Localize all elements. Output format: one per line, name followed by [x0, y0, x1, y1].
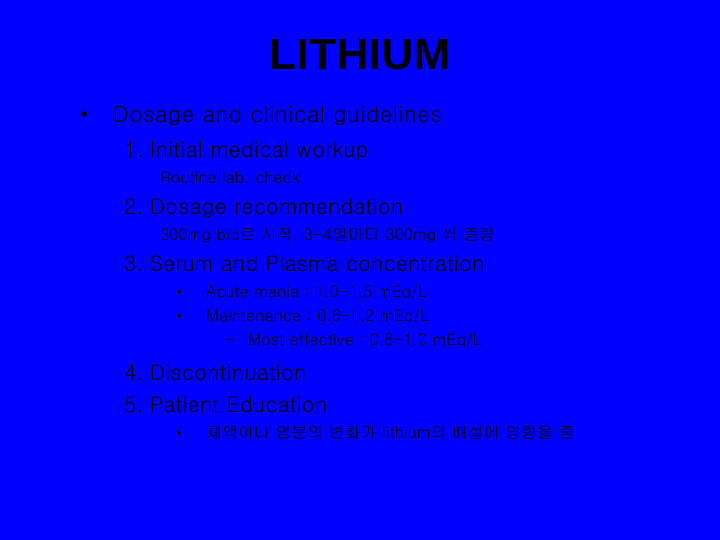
section-heading-text: Dosage and clinical guidelines — [113, 98, 443, 129]
bullet-icon: • — [176, 303, 182, 326]
list-item-3: 3.Serum and Plasma concentration — [124, 247, 670, 277]
item5-sub1-text: 체액이나 염분의 변화가 lithium의 배설에 영향을 줌 — [206, 420, 574, 443]
item5-sub1: • 체액이나 염분의 변화가 lithium의 배설에 영향을 줌 — [176, 420, 670, 443]
item1-num: 1. — [124, 133, 144, 163]
item2-label: Dosage recommendation — [150, 190, 404, 220]
list-item-5: 5.Patient Education — [124, 388, 670, 418]
section-heading: • Dosage and clinical guidelines — [80, 98, 670, 129]
bullet-icon: • — [176, 279, 182, 302]
item3-sub1-text: Acute mania : 1.0-1.5 mEq/L — [206, 279, 427, 302]
list-item-2: 2.Dosage recommendation — [124, 190, 670, 220]
item5-num: 5. — [124, 388, 144, 418]
slide-title: LITHIUM — [50, 30, 670, 80]
item4-num: 4. — [124, 356, 144, 386]
dash-icon: – — [226, 327, 234, 350]
item3-sub1: • Acute mania : 1.0-1.5 mEq/L — [176, 279, 670, 302]
list-item-1: 1.Initial medical workup — [124, 133, 670, 163]
item3-sub2-text: Maintenance : 0.6-1.2 mEq/L — [206, 303, 429, 326]
item3-sub3: –Most effective : 0.8-1.0 mEq/L — [226, 327, 670, 350]
item1-label: Initial medical workup — [150, 133, 369, 163]
bullet-icon: • — [176, 420, 182, 443]
item3-sub3-text: Most effective : 0.8-1.0 mEq/L — [248, 327, 481, 350]
slide: LITHIUM •Dosage and clinical guidelines … — [0, 0, 720, 540]
item3-label: Serum and Plasma concentration — [150, 247, 485, 277]
item1-sub: Routine lab. check — [160, 165, 670, 188]
item4-label: Discontinuation — [150, 356, 307, 386]
item5-label: Patient Education — [150, 388, 328, 418]
item3-sub2: • Maintenance : 0.6-1.2 mEq/L — [176, 303, 670, 326]
item2-sub: 300mg bid로 시작, 3-4일마다 300mg 씩 증량 — [160, 222, 670, 245]
bullet-icon: • — [80, 98, 89, 129]
item3-num: 3. — [124, 247, 144, 277]
item2-num: 2. — [124, 190, 144, 220]
list-item-4: 4.Discontinuation — [124, 356, 670, 386]
